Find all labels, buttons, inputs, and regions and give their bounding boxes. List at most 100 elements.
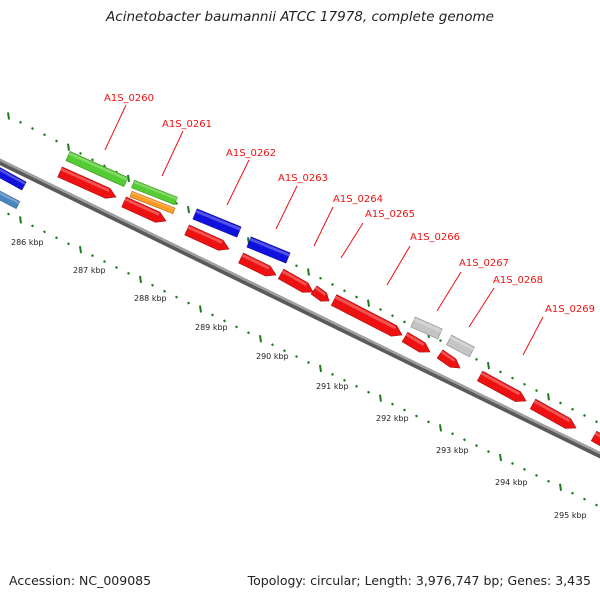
inner-tick bbox=[115, 265, 118, 269]
leader-line bbox=[161, 130, 184, 177]
gene-label: A1S_0268 bbox=[493, 275, 543, 286]
inner-tick bbox=[271, 343, 274, 347]
inner-tick bbox=[127, 271, 130, 275]
outer-tick bbox=[187, 205, 190, 214]
gene-feature-gray bbox=[446, 334, 475, 358]
scale-label: 294 kbp bbox=[495, 478, 528, 487]
inner-tick bbox=[331, 372, 334, 376]
scale-label: 293 kbp bbox=[436, 446, 469, 455]
gene-label: A1S_0262 bbox=[226, 148, 276, 159]
inner-tick bbox=[319, 364, 322, 373]
inner-tick bbox=[367, 390, 370, 394]
leader-line bbox=[313, 206, 334, 247]
inner-tick bbox=[259, 335, 262, 343]
inner-tick bbox=[403, 408, 406, 412]
inner-tick bbox=[91, 254, 94, 258]
gene-feature-highlight bbox=[413, 317, 442, 333]
inner-tick bbox=[7, 212, 10, 216]
gene-feature-highlight bbox=[594, 432, 600, 438]
outer-tick bbox=[79, 151, 82, 155]
scale-label: 286 kbp bbox=[11, 238, 44, 247]
outer-tick bbox=[127, 174, 130, 183]
feature-track bbox=[0, 151, 600, 447]
outer-tick bbox=[355, 295, 358, 299]
inner-tick bbox=[79, 245, 82, 254]
scale-labels: 286 kbp 287 kbp 288 kbp 289 kbp 290 kbp 291 k… bbox=[11, 238, 587, 520]
inner-tick bbox=[67, 242, 70, 246]
inner-tick bbox=[103, 260, 106, 264]
inner-tick bbox=[247, 331, 250, 335]
scale-label: 289 kbp bbox=[195, 323, 228, 332]
leader-line bbox=[436, 271, 462, 312]
backbone bbox=[0, 158, 600, 459]
gene-feature-highlight bbox=[480, 372, 521, 396]
gene-label: A1S_0264 bbox=[333, 194, 383, 205]
outer-tick bbox=[523, 382, 526, 386]
outer-tick bbox=[499, 370, 502, 374]
outer-tick bbox=[7, 112, 10, 120]
gene-label: A1S_0269 bbox=[545, 304, 595, 315]
leader-line bbox=[104, 104, 127, 151]
outer-tick bbox=[583, 414, 586, 418]
gene-feature-highlight bbox=[533, 400, 571, 423]
outer-tick bbox=[439, 339, 442, 343]
inner-tick bbox=[307, 361, 310, 364]
outer-tick bbox=[475, 357, 478, 361]
gene-feature-highlight bbox=[440, 350, 456, 362]
outer-tick bbox=[559, 401, 562, 405]
gene-feature-red bbox=[436, 349, 461, 369]
inner-tick bbox=[463, 438, 466, 442]
outer-tick bbox=[379, 307, 382, 311]
backbone-shadow bbox=[0, 158, 600, 459]
gene-feature-highlight bbox=[0, 168, 26, 185]
leader-line bbox=[275, 185, 298, 230]
inner-tick bbox=[415, 414, 418, 418]
inner-tick bbox=[499, 453, 502, 462]
outer-tick bbox=[343, 289, 346, 293]
gene-label: A1S_0260 bbox=[104, 93, 154, 104]
outer-tick bbox=[331, 282, 334, 286]
inner-tick bbox=[523, 467, 526, 471]
gene-label: A1S_0263 bbox=[278, 173, 328, 184]
accession-text: Accession: NC_009085 bbox=[9, 573, 152, 588]
gene-feature-red bbox=[310, 285, 330, 302]
genome-stats-text: Topology: circular; Length: 3,976,747 bp… bbox=[247, 573, 591, 588]
outer-tick bbox=[55, 139, 58, 143]
inner-tick bbox=[475, 444, 478, 448]
inner-tick bbox=[235, 325, 238, 329]
gene-feature-highlight bbox=[449, 336, 475, 351]
inner-tick bbox=[379, 394, 382, 402]
leader-line bbox=[226, 159, 250, 206]
inner-tick bbox=[391, 402, 394, 406]
inner-tick bbox=[163, 289, 166, 293]
inner-tick bbox=[139, 275, 142, 283]
inner-tick bbox=[43, 230, 46, 234]
gene-label: A1S_0261 bbox=[162, 119, 212, 130]
inner-tick bbox=[55, 236, 58, 240]
inner-tick bbox=[223, 319, 226, 323]
gene-label: A1S_0265 bbox=[365, 209, 415, 220]
inner-tick bbox=[283, 349, 286, 353]
backbone-line bbox=[0, 158, 600, 455]
outer-tick bbox=[595, 420, 598, 424]
outer-tick bbox=[403, 320, 406, 324]
outer-tick bbox=[487, 361, 490, 370]
leader-line bbox=[522, 316, 544, 356]
gene-label: A1S_0267 bbox=[459, 258, 509, 269]
outer-tick bbox=[103, 164, 106, 168]
outer-tick bbox=[547, 393, 550, 401]
inner-tick bbox=[511, 461, 514, 465]
inner-tick bbox=[595, 503, 598, 507]
inner-tick bbox=[295, 355, 298, 359]
inner-tick bbox=[439, 424, 442, 432]
inner-tick bbox=[187, 301, 190, 305]
inner-tick bbox=[427, 420, 430, 424]
inner-tick bbox=[583, 497, 586, 501]
gene-feature-highlight bbox=[131, 191, 175, 211]
outer-tick bbox=[391, 314, 394, 318]
inner-tick bbox=[343, 378, 346, 382]
scale-label: 292 kbp bbox=[376, 414, 409, 423]
outer-tick bbox=[535, 389, 538, 393]
gene-feature-highlight bbox=[0, 191, 20, 204]
